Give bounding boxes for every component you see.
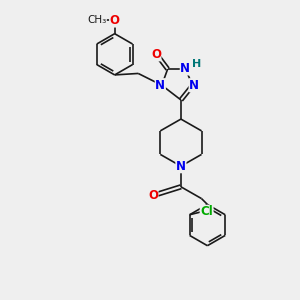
Text: N: N <box>155 79 165 92</box>
Text: H: H <box>192 59 201 69</box>
Text: O: O <box>148 189 158 202</box>
Text: N: N <box>180 62 190 75</box>
Text: O: O <box>110 14 120 27</box>
Text: CH₃: CH₃ <box>87 15 106 26</box>
Text: N: N <box>176 160 186 173</box>
Text: Cl: Cl <box>200 205 213 218</box>
Text: N: N <box>189 79 199 92</box>
Text: O: O <box>151 48 161 61</box>
